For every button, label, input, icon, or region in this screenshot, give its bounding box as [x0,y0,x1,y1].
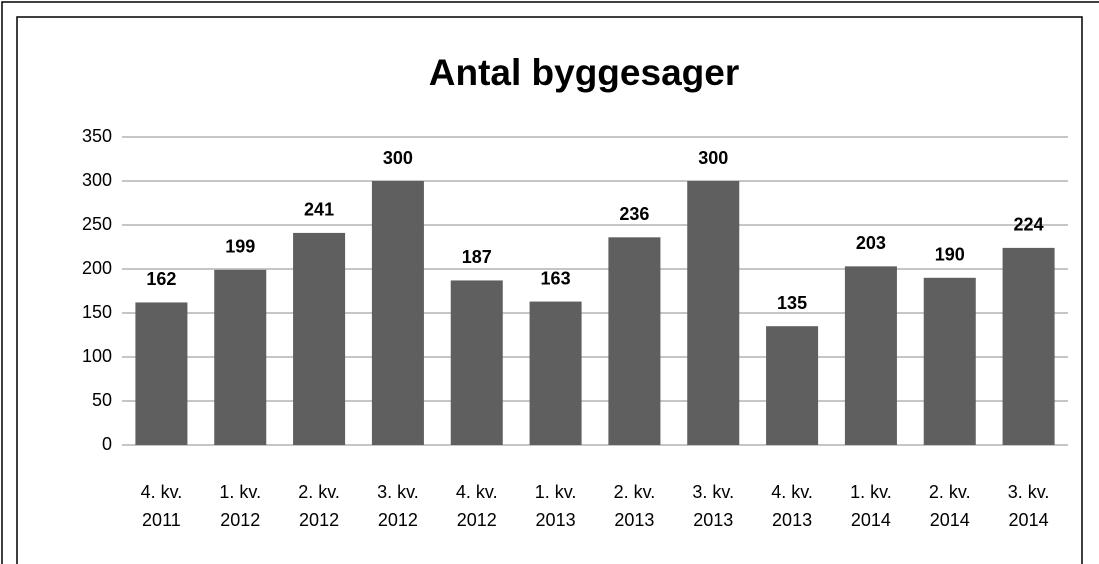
bar [293,232,346,445]
x-tick-label: 2. kv. 2013 [613,482,656,530]
data-label: 190 [935,245,965,265]
data-label: 224 [1014,215,1044,235]
data-label: 236 [619,204,649,224]
bar [608,237,661,445]
bar [529,301,582,445]
x-tick-label: 2. kv. 2012 [298,482,340,530]
x-tick-label: 3. kv. 2014 [1007,482,1050,530]
data-label: 300 [383,148,413,168]
x-tick-label: 1. kv. 2014 [850,482,892,530]
x-tick-label: 2. kv. 2014 [928,482,971,530]
y-tick-label: 300 [82,170,112,190]
x-tick-label: 1. kv. 2013 [534,482,577,530]
bar [371,181,424,445]
y-tick-label: 350 [82,126,112,146]
y-tick-label: 0 [102,434,112,454]
x-tick-label: 4. kv. 2012 [455,482,498,530]
y-tick-label: 100 [82,346,112,366]
y-tick-label: 50 [92,390,112,410]
bar [214,269,267,445]
x-tick-label: 3. kv. 2013 [692,482,735,530]
bar [687,181,740,445]
data-label: 300 [698,148,728,168]
data-label: 163 [541,268,571,288]
x-tick-label: 4. kv. 2011 [140,482,183,530]
x-tick-label: 1. kv. 2012 [219,482,262,530]
y-tick-label: 200 [82,258,112,278]
bar [923,277,976,445]
bar [135,302,188,445]
data-label: 162 [146,269,176,289]
data-label: 241 [304,200,334,220]
bar [844,266,897,445]
chart-frame [16,16,1083,564]
x-tick-label: 3. kv. 2012 [377,482,419,530]
data-label: 199 [225,237,255,257]
bar [766,326,819,445]
data-label: 187 [462,247,492,267]
y-tick-label: 250 [82,214,112,234]
x-tick-label: 4. kv. 2013 [771,482,813,530]
y-tick-label: 150 [82,302,112,322]
data-label: 203 [856,233,886,253]
data-label: 135 [777,293,807,313]
bar [450,280,503,445]
chart-title: Antal byggesager [429,52,739,93]
bar [1002,247,1055,445]
